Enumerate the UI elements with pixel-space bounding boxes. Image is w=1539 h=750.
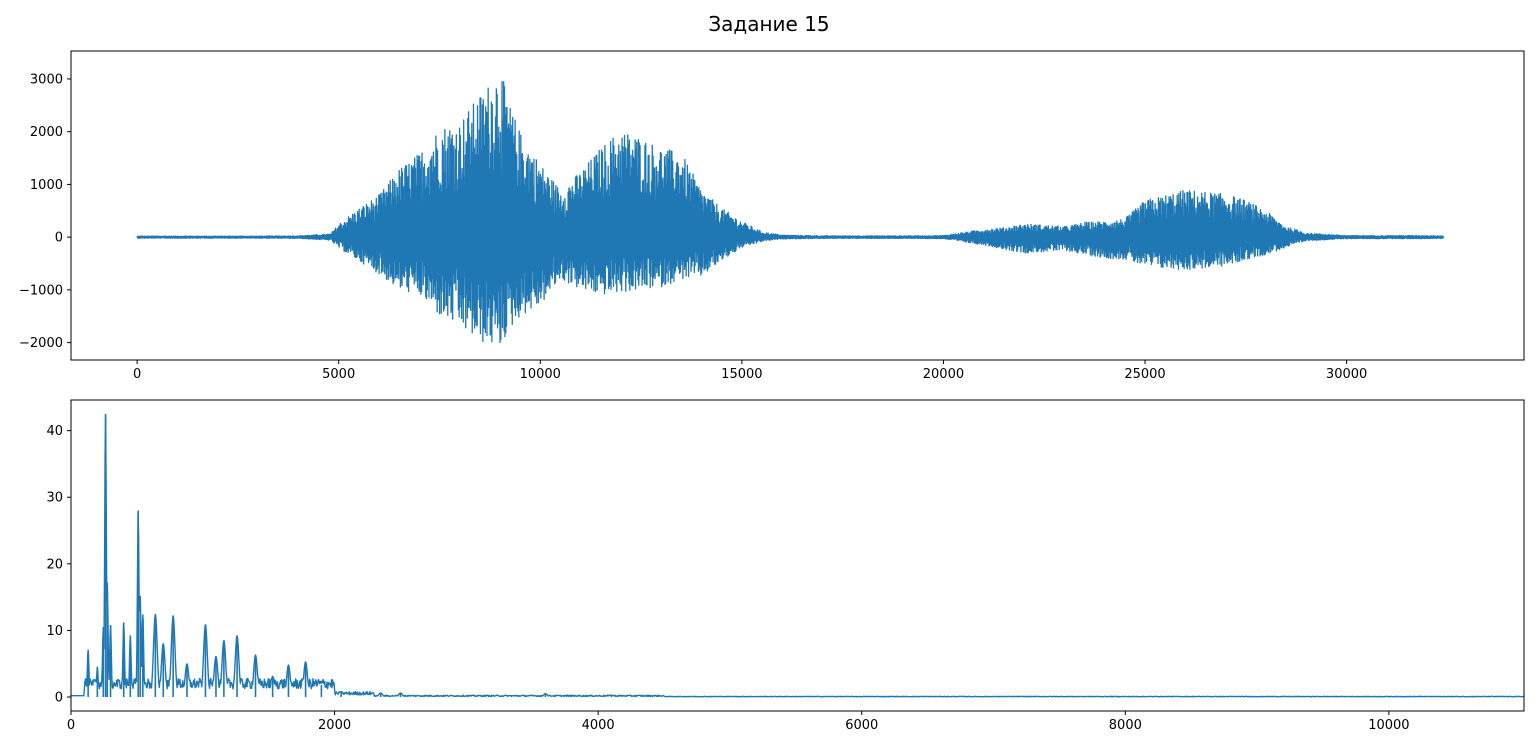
y-tick-label: 2000: [30, 125, 63, 140]
spectrum-series: [70, 413, 1525, 698]
x-tick-label: 0: [133, 367, 141, 382]
y-tick-label: 20: [46, 557, 63, 572]
waveform-chart: 0 5000 10000 15000 20000 25000 30000 −2000−100…: [19, 50, 1525, 382]
y-tick-label: 30: [46, 491, 63, 506]
spectrum-y-axis: 0 10 20 30 40: [46, 424, 71, 706]
spectrum-line: [70, 416, 1525, 698]
y-tick-label: −2000: [19, 336, 63, 351]
x-tick-label: 0: [67, 718, 75, 733]
y-tick-label: 3000: [30, 72, 63, 87]
y-tick-label: 1000: [30, 178, 63, 193]
figure-title: Задание 15: [708, 12, 829, 36]
spectrum-chart: 0 2000 4000 6000 8000 10000 0 10 20 30 40: [46, 399, 1525, 733]
x-tick-label: 15000: [721, 367, 762, 382]
x-tick-label: 2000: [318, 718, 351, 733]
spectrum-x-axis: 0 2000 4000 6000 8000 10000: [67, 711, 1410, 733]
waveform-series: [136, 80, 1445, 344]
spectrum-axes-frame: [70, 399, 1525, 712]
x-tick-label: 20000: [923, 367, 964, 382]
waveform-axes-frame: [70, 50, 1525, 361]
x-tick-label: 30000: [1326, 367, 1367, 382]
x-tick-label: 10000: [1368, 718, 1409, 733]
x-tick-label: 6000: [845, 718, 878, 733]
y-tick-label: 0: [55, 231, 63, 246]
waveform-line: [136, 80, 1445, 344]
x-tick-label: 25000: [1124, 367, 1165, 382]
x-tick-label: 4000: [582, 718, 615, 733]
waveform-x-axis: 0 5000 10000 15000 20000 25000 30000: [133, 360, 1367, 382]
y-tick-label: 10: [46, 624, 63, 639]
y-tick-label: 40: [46, 424, 63, 439]
y-tick-label: −1000: [19, 283, 63, 298]
y-tick-label: 0: [55, 691, 63, 706]
x-tick-label: 10000: [520, 367, 561, 382]
waveform-y-axis: −2000 −1000 0 1000 2000 3000: [19, 72, 71, 351]
x-tick-label: 8000: [1109, 718, 1142, 733]
x-tick-label: 5000: [322, 367, 355, 382]
